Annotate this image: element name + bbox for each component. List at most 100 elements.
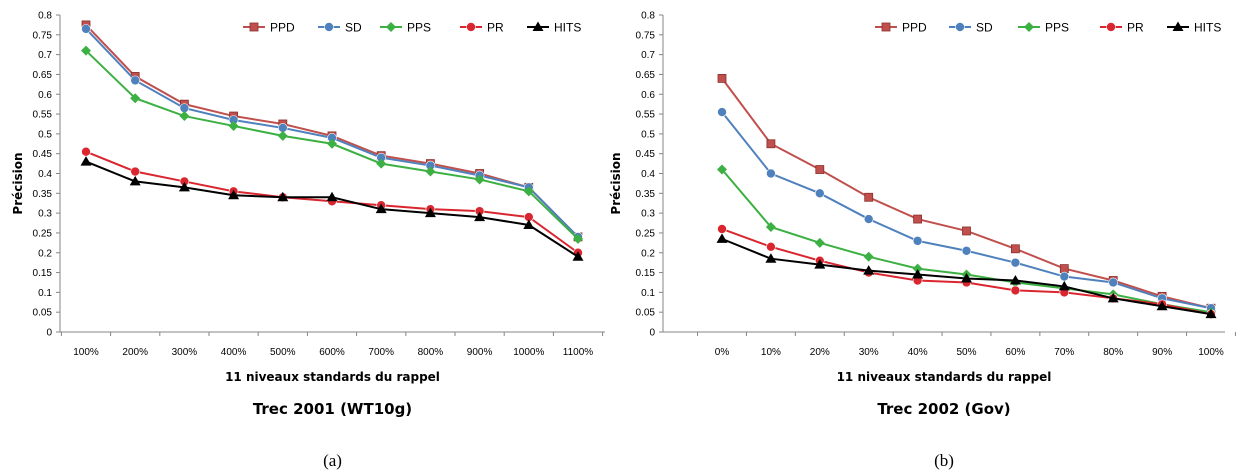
y-tick-label: 0.6 [641, 90, 655, 101]
y-tick-label: 0.1 [38, 288, 52, 299]
data-point-ppd [766, 139, 776, 149]
x-tick-label: 50% [956, 347, 976, 358]
x-tick-label: 800% [418, 347, 444, 358]
data-point-pps [425, 166, 436, 177]
data-point-sd [961, 245, 972, 256]
data-point-pps [765, 221, 776, 232]
data-point-hits [1009, 274, 1021, 285]
y-tick-label: 0.8 [641, 11, 655, 22]
data-point-pps [228, 120, 239, 131]
x-tick-label: 1100% [563, 347, 594, 358]
data-point-sd [863, 214, 874, 224]
legend-marker [249, 22, 259, 32]
y-axis-title: Précision [609, 152, 623, 214]
data-point-pps [814, 237, 825, 248]
x-tick-label: 100% [73, 347, 99, 358]
data-point-pps [376, 158, 387, 169]
y-tick-label: 0.35 [636, 189, 656, 200]
data-point-pps [130, 93, 141, 104]
data-point-hits [326, 191, 338, 202]
legend-item-hits: HITS [1167, 21, 1221, 35]
data-point-pr [81, 146, 91, 157]
x-tick-label: 200% [122, 347, 148, 358]
data-point-pps [81, 45, 91, 56]
x-tick-label: 700% [368, 347, 394, 358]
data-point-pr [717, 224, 727, 234]
data-point-hits [80, 156, 92, 166]
data-point-hits [863, 265, 875, 275]
data-point-pps [523, 186, 534, 197]
data-point-hits [716, 233, 728, 243]
data-point-hits [912, 269, 924, 279]
y-tick-label: 0.65 [33, 70, 53, 81]
legend-marker [386, 22, 396, 32]
data-point-hits [277, 191, 289, 202]
y-tick-label: 0.7 [38, 50, 52, 61]
y-tick-label: 0.45 [33, 149, 53, 160]
legend-label: PPS [1045, 21, 1069, 35]
data-point-pps [717, 164, 727, 175]
legend-marker [955, 22, 965, 32]
data-point-hits [765, 253, 777, 263]
x-tick-label: 20% [810, 347, 830, 358]
y-tick-label: 0.75 [33, 30, 53, 41]
legend-label: SD [345, 21, 362, 35]
x-tick-label: 10% [761, 347, 781, 358]
y-tick-label: 0.6 [38, 90, 52, 101]
x-tick-label: 60% [1005, 347, 1025, 358]
figure-caption: (b) [934, 451, 954, 470]
data-point-pr [130, 166, 140, 177]
x-tick-label: 70% [1054, 347, 1074, 358]
x-tick-label: 300% [172, 347, 198, 358]
y-tick-label: 0.15 [33, 268, 53, 279]
chart-title: Trec 2001 (WT10g) [253, 400, 412, 418]
legend-label: HITS [554, 21, 581, 35]
y-tick-label: 0.45 [636, 149, 656, 160]
data-point-hits [814, 259, 826, 269]
data-point-sd [717, 107, 727, 117]
x-tick-label: 400% [221, 347, 247, 358]
y-tick-label: 0.7 [641, 50, 655, 61]
y-tick-label: 0.55 [636, 110, 656, 121]
data-point-hits [1205, 308, 1217, 319]
x-tick-label: 1000% [513, 347, 544, 358]
y-tick-label: 0.2 [641, 248, 655, 259]
data-point-pps [573, 233, 583, 244]
data-point-sd [814, 188, 825, 199]
x-tick-label: 600% [319, 347, 345, 358]
legend-item-sd: SD [949, 21, 993, 35]
x-axis-title: 11 niveaux standards du rappel [837, 370, 1052, 384]
y-tick-label: 0.5 [641, 129, 655, 140]
data-point-ppd [1011, 244, 1020, 254]
y-tick-label: 0.65 [636, 70, 656, 81]
data-point-pps [327, 138, 337, 149]
data-point-pps [863, 251, 874, 262]
y-axis-title: Précision [11, 152, 25, 214]
data-point-hits [523, 219, 535, 230]
x-axis-title: 11 niveaux standards du rappel [225, 370, 440, 384]
data-point-hits [572, 251, 584, 261]
x-tick-label: 900% [467, 347, 493, 358]
y-tick-label: 0.75 [636, 30, 656, 41]
legend-marker [466, 22, 476, 32]
data-point-sd [81, 24, 91, 34]
data-point-ppd [1059, 264, 1069, 274]
legend-label: PR [487, 21, 504, 35]
data-point-pps [277, 130, 288, 141]
data-point-ppd [962, 226, 971, 236]
x-tick-label: 80% [1103, 347, 1123, 358]
legend-marker [532, 21, 544, 31]
data-point-hits [961, 273, 972, 283]
x-tick-label: 0% [715, 347, 730, 358]
legend-label: PPD [902, 21, 927, 35]
data-point-sd [1010, 257, 1021, 268]
y-tick-label: 0.4 [641, 169, 655, 180]
data-point-hits [375, 203, 387, 214]
data-point-ppd [913, 214, 922, 224]
data-point-ppd [815, 165, 825, 174]
y-tick-label: 0.2 [38, 248, 52, 259]
data-point-hits [1107, 292, 1119, 303]
data-point-pr [1010, 285, 1021, 296]
y-tick-label: 0.05 [636, 308, 656, 319]
